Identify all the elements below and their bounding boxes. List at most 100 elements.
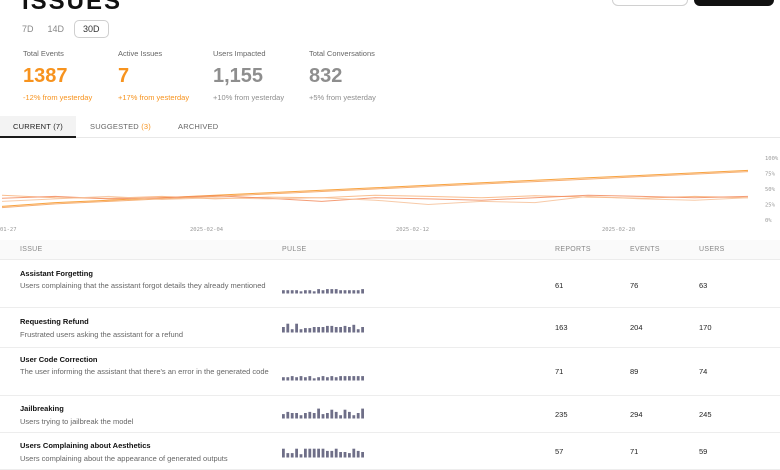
pulse-bar	[299, 329, 303, 333]
stat-value: 832	[309, 65, 343, 87]
y-tick-label: 0%	[765, 218, 772, 224]
range-7d-option[interactable]: 7D	[22, 24, 34, 34]
pulse-bar	[290, 329, 294, 333]
pulse-bar	[286, 290, 290, 294]
table-row[interactable]: Requesting Refund Frustrated users asking…	[0, 308, 780, 348]
series-line	[1, 195, 749, 206]
issue-description: The user informing the assistant that th…	[20, 367, 269, 376]
pulse-bar	[304, 290, 307, 294]
stat-value: 7	[118, 65, 130, 87]
pulse-bar	[282, 377, 285, 381]
page-title: ISSUES	[22, 0, 123, 15]
y-tick-label: 100%	[765, 156, 779, 162]
pulse-bar	[317, 408, 320, 419]
pulse-sparkline	[282, 448, 364, 458]
series-line	[1, 171, 749, 209]
table-row[interactable]: Jailbreaking Users trying to jailbreak th…	[0, 396, 780, 433]
range-30d-option[interactable]: 30D	[74, 20, 109, 38]
pulse-bar	[339, 452, 342, 458]
reports-count: 57	[555, 447, 564, 456]
pulse-bar	[352, 415, 356, 419]
tab-label: ARCHIVED	[178, 122, 219, 131]
tab-current[interactable]: CURRENT (7)	[0, 116, 76, 138]
stat-total-events: Total Events 1387 -12% from yesterday	[23, 49, 92, 102]
reports-count: 163	[555, 323, 568, 332]
pulse-sparkline	[282, 408, 364, 419]
pulse-bar	[339, 376, 342, 381]
pulse-bar	[356, 290, 360, 294]
pulse-bar	[286, 323, 290, 333]
tab-suggested[interactable]: SUGGESTED (3)	[90, 116, 151, 138]
issue-description: Users complaining that the assistant for…	[20, 281, 266, 290]
pulse-bar	[282, 290, 285, 294]
x-tick-label: 01-27	[0, 227, 17, 233]
trend-chart: 100% 75% 50% 25% 0% 01-27 2025-02-04 2025-02-12…	[0, 156, 779, 233]
pulse-bar	[321, 448, 325, 458]
column-header-events[interactable]: EVENTS	[630, 246, 660, 253]
pulse-bar	[308, 448, 312, 458]
pulse-bar	[326, 289, 329, 294]
stat-label: Users Impacted	[213, 49, 266, 58]
column-header-pulse: PULSE	[282, 246, 307, 253]
pulse-bar	[361, 327, 364, 333]
pulse-bar	[330, 325, 334, 333]
pulse-bar	[299, 376, 303, 381]
issue-title: Assistant Forgetting	[20, 269, 93, 278]
header-secondary-button[interactable]	[612, 0, 688, 6]
pulse-bar	[304, 377, 307, 381]
pulse-bar	[356, 376, 360, 381]
pulse-bar	[290, 453, 294, 458]
pulse-bar	[304, 413, 307, 419]
issue-title: Requesting Refund	[20, 317, 89, 326]
column-header-reports[interactable]: REPORTS	[555, 246, 591, 253]
pulse-sparkline	[282, 289, 364, 294]
stat-delta: +17% from yesterday	[118, 93, 190, 102]
pulse-bar	[356, 329, 360, 333]
pulse-bar	[295, 290, 298, 294]
pulse-bar	[339, 415, 342, 419]
tab-count-badge: (3)	[141, 122, 151, 131]
table-row[interactable]: User Code Correction The user informing t…	[0, 348, 780, 396]
series-line	[1, 169, 749, 207]
events-count: 71	[630, 447, 639, 456]
pulse-bar	[343, 376, 347, 381]
pulse-bar	[343, 452, 347, 458]
pulse-bar	[286, 411, 290, 419]
stat-label: Active Issues	[118, 49, 163, 58]
pulse-bar	[317, 289, 320, 294]
pulse-bar	[326, 377, 329, 381]
pulse-bar	[308, 411, 312, 419]
issue-title: Users Complaining about Aesthetics	[20, 441, 151, 450]
header-primary-button[interactable]	[694, 0, 774, 6]
pulse-bar	[308, 376, 312, 381]
pulse-bar	[361, 376, 364, 381]
pulse-bar	[330, 376, 334, 381]
users-count: 59	[699, 447, 708, 456]
range-14d-option[interactable]: 14D	[47, 24, 65, 34]
pulse-bar	[295, 413, 298, 419]
pulse-bar	[361, 452, 364, 458]
table-row[interactable]: Users Complaining about Aesthetics Users …	[0, 433, 780, 470]
pulse-bar	[334, 411, 338, 419]
issue-tabs: CURRENT (7) SUGGESTED (3) ARCHIVED	[0, 116, 780, 138]
pulse-bar	[348, 290, 351, 294]
pulse-bar	[334, 377, 338, 381]
x-tick-label: 2025-02-04	[190, 227, 224, 233]
stat-delta: +10% from yesterday	[213, 93, 285, 102]
pulse-bar	[352, 290, 356, 294]
stat-label: Total Conversations	[309, 49, 375, 58]
pulse-bar	[348, 376, 351, 381]
issue-title: User Code Correction	[20, 355, 98, 364]
pulse-bar	[295, 323, 298, 333]
pulse-bar	[339, 327, 342, 333]
column-header-issue: ISSUE	[20, 246, 43, 253]
pulse-bar	[299, 291, 303, 294]
pulse-bar	[356, 413, 360, 419]
table-row[interactable]: Assistant Forgetting Users complaining th…	[0, 261, 780, 308]
pulse-bar	[308, 328, 312, 333]
pulse-bar	[290, 290, 294, 294]
pulse-sparkline	[282, 376, 364, 381]
pulse-bar	[361, 289, 364, 294]
tab-archived[interactable]: ARCHIVED	[178, 116, 218, 138]
column-header-users[interactable]: USERS	[699, 246, 725, 253]
